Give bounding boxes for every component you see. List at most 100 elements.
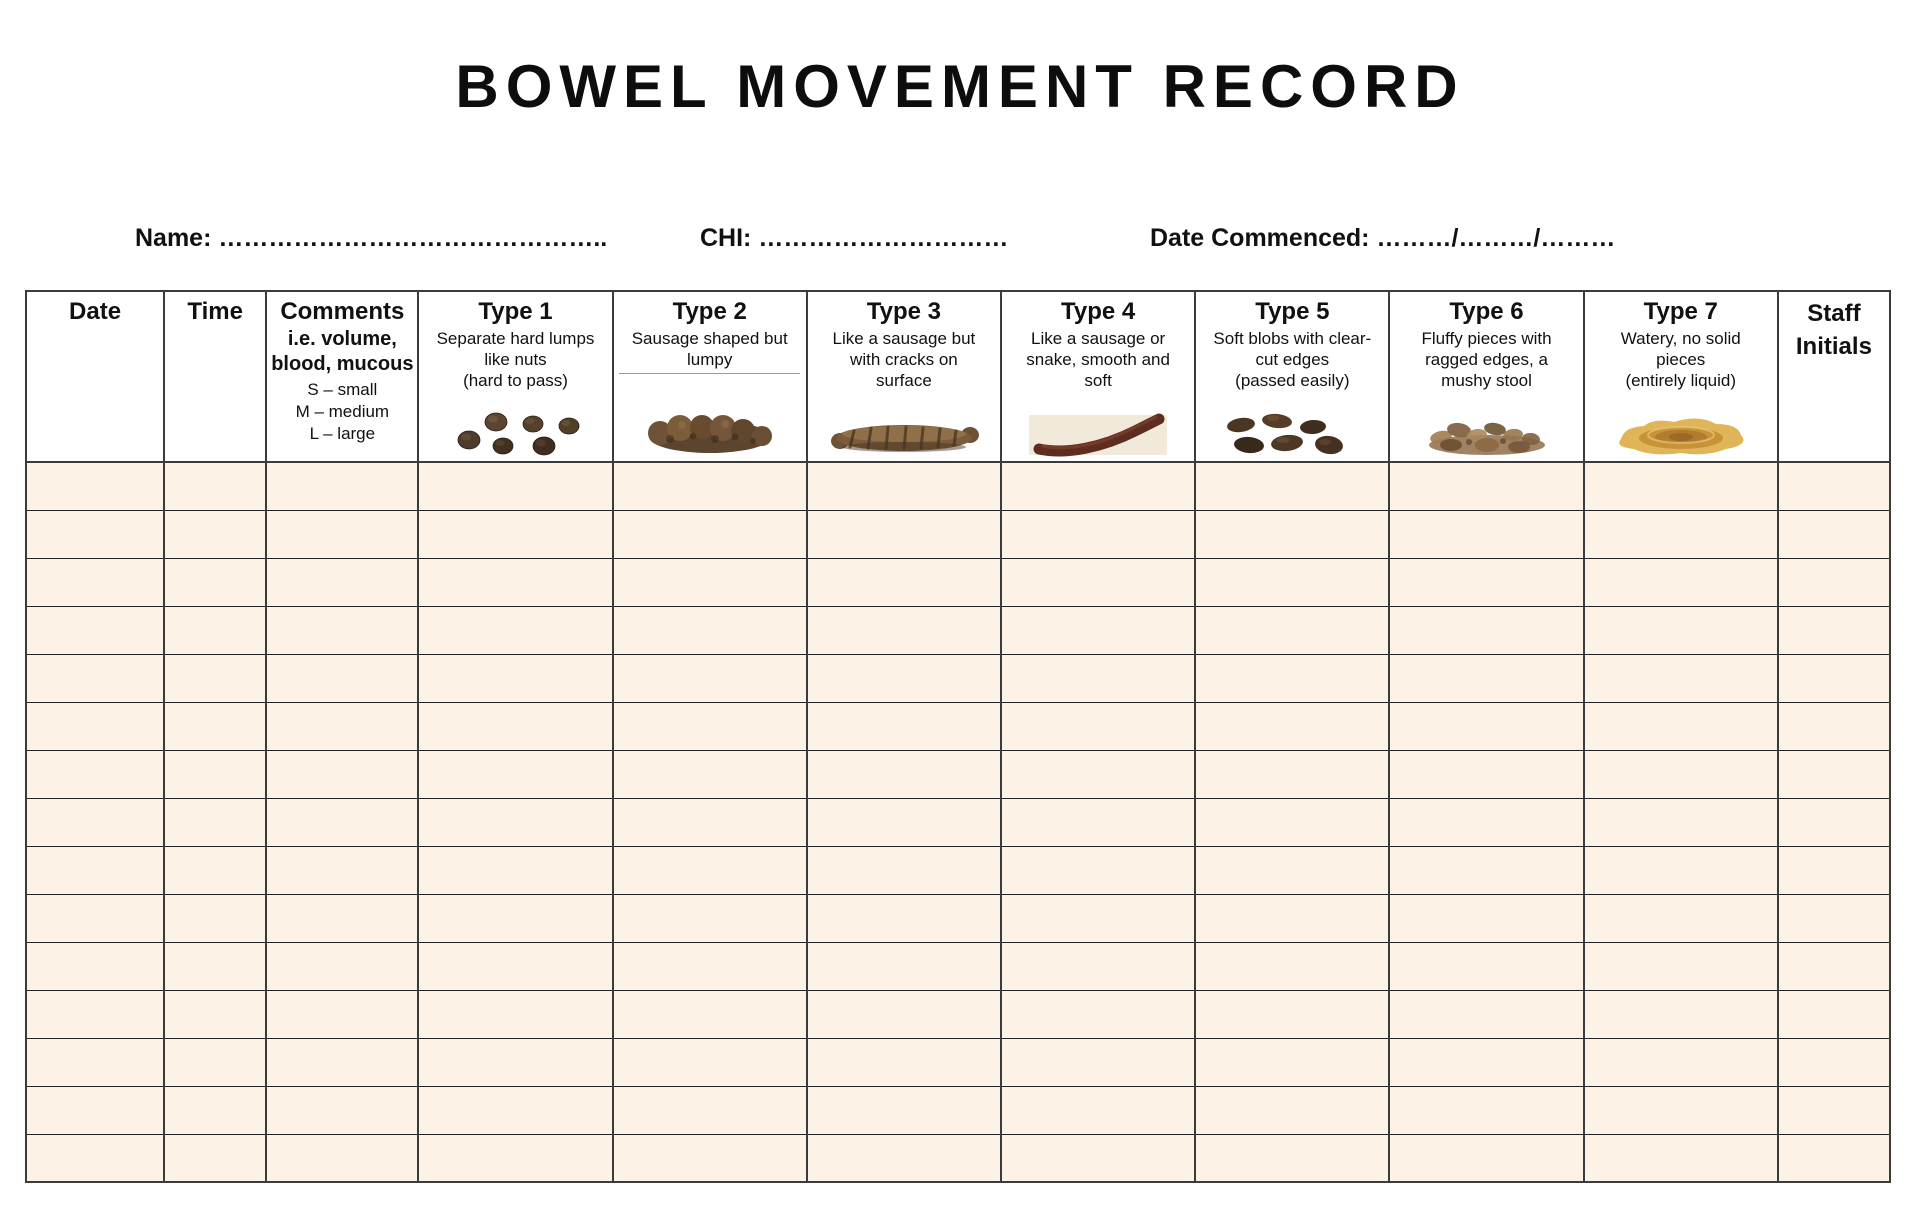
entry-cell — [1582, 509, 1779, 559]
entry-cell — [1582, 653, 1779, 703]
record-row — [24, 461, 1892, 511]
type5-soft-blobs-image — [1219, 409, 1365, 457]
entry-cell — [417, 701, 614, 751]
entry-cell — [1582, 893, 1779, 943]
entry-cell — [24, 749, 166, 799]
record-row — [24, 845, 1892, 895]
entry-cell — [1194, 461, 1391, 511]
entry-cell — [417, 893, 614, 943]
record-row — [24, 989, 1892, 1039]
column-title: Time — [187, 298, 243, 325]
entry-cell — [1582, 989, 1779, 1039]
entry-cell — [265, 749, 420, 799]
column-header-staff-initials: Staff Initials — [1776, 290, 1892, 463]
entry-cell — [1388, 893, 1585, 943]
record-row — [24, 701, 1892, 751]
entry-cell — [1582, 1085, 1779, 1135]
entry-cell — [163, 557, 268, 607]
column-header-type1: Type 1 Separate hard lumps like nuts (ha… — [417, 290, 614, 463]
entry-cell — [1776, 845, 1892, 895]
record-row — [24, 893, 1892, 943]
entry-cell — [24, 653, 166, 703]
entry-cell — [611, 797, 808, 847]
entry-cell — [1194, 509, 1391, 559]
entry-cell — [265, 557, 420, 607]
column-header-type2: Type 2 Sausage shaped but lumpy — [611, 290, 808, 463]
entry-cell — [1000, 1133, 1197, 1183]
entry-cell — [417, 989, 614, 1039]
column-title: Comments — [280, 298, 405, 325]
entry-cell — [1776, 1037, 1892, 1087]
entry-cell — [1000, 845, 1197, 895]
entry-cell — [611, 1085, 808, 1135]
entry-cell — [417, 845, 614, 895]
entry-cell — [163, 1133, 268, 1183]
record-row — [24, 557, 1892, 607]
entry-cell — [417, 797, 614, 847]
entry-cell — [1388, 605, 1585, 655]
type2-lumpy-sausage-image — [635, 403, 785, 457]
column-title: Staff Initials — [1795, 300, 1872, 360]
record-row — [24, 1085, 1892, 1135]
entry-cell — [1194, 605, 1391, 655]
entry-cell — [1388, 653, 1585, 703]
entry-cell — [265, 941, 420, 991]
entry-cell — [163, 1037, 268, 1087]
column-description: Like a sausage or snake, smooth and soft — [1026, 329, 1170, 390]
entry-cell — [24, 1133, 166, 1183]
entry-cell — [163, 797, 268, 847]
column-header-type6: Type 6 Fluffy pieces with ragged edges, … — [1388, 290, 1585, 463]
record-row — [24, 605, 1892, 655]
entry-cell — [805, 1133, 1003, 1183]
entry-cell — [265, 653, 420, 703]
column-title: Type 3 — [866, 298, 942, 325]
column-description: Watery, no solid pieces (entirely liquid… — [1620, 329, 1741, 390]
entry-cell — [805, 989, 1003, 1039]
entry-cell — [805, 797, 1003, 847]
entry-cell — [1582, 1037, 1779, 1087]
entry-cell — [265, 1085, 420, 1135]
entry-cell — [611, 653, 808, 703]
entry-cell — [163, 989, 268, 1039]
type4-smooth-sausage-image — [1023, 405, 1173, 457]
entry-cell — [1000, 605, 1197, 655]
entry-cell — [1776, 653, 1892, 703]
entry-cell — [24, 1037, 166, 1087]
entry-cell — [163, 845, 268, 895]
column-title: Type 4 — [1060, 298, 1136, 325]
entry-cell — [611, 941, 808, 991]
column-description: Sausage shaped but lumpy — [631, 329, 788, 369]
entry-cell — [1776, 1133, 1892, 1183]
entry-cell — [1388, 941, 1585, 991]
entry-cell — [265, 605, 420, 655]
entry-cell — [1388, 701, 1585, 751]
entry-cell — [1582, 605, 1779, 655]
name-field: Name: ……………………………………….. — [135, 224, 608, 252]
entry-cell — [805, 653, 1003, 703]
entry-cell — [24, 845, 166, 895]
entry-cell — [1388, 1133, 1585, 1183]
entry-cell — [1582, 941, 1779, 991]
entry-cell — [611, 1037, 808, 1087]
entry-cell — [805, 845, 1003, 895]
column-title: Type 7 — [1643, 298, 1718, 325]
record-row — [24, 749, 1892, 799]
entry-cell — [1194, 989, 1391, 1039]
entry-cell — [265, 1133, 420, 1183]
entry-cell — [1388, 509, 1585, 559]
entry-cell — [1582, 701, 1779, 751]
entry-cell — [1776, 797, 1892, 847]
entry-cell — [1194, 893, 1391, 943]
entry-cell — [1194, 1085, 1391, 1135]
type7-watery-liquid-image — [1606, 405, 1756, 457]
type3-cracked-sausage-image — [826, 407, 982, 457]
type1-hard-lumps-image — [441, 401, 591, 457]
entry-cell — [1194, 653, 1391, 703]
entry-cell — [417, 1037, 614, 1087]
entry-cell — [163, 1085, 268, 1135]
column-description: Like a sausage but with cracks on surfac… — [832, 329, 976, 390]
entry-cell — [417, 941, 614, 991]
divider-line — [619, 373, 801, 374]
entry-cell — [24, 1085, 166, 1135]
entry-cell — [1776, 557, 1892, 607]
